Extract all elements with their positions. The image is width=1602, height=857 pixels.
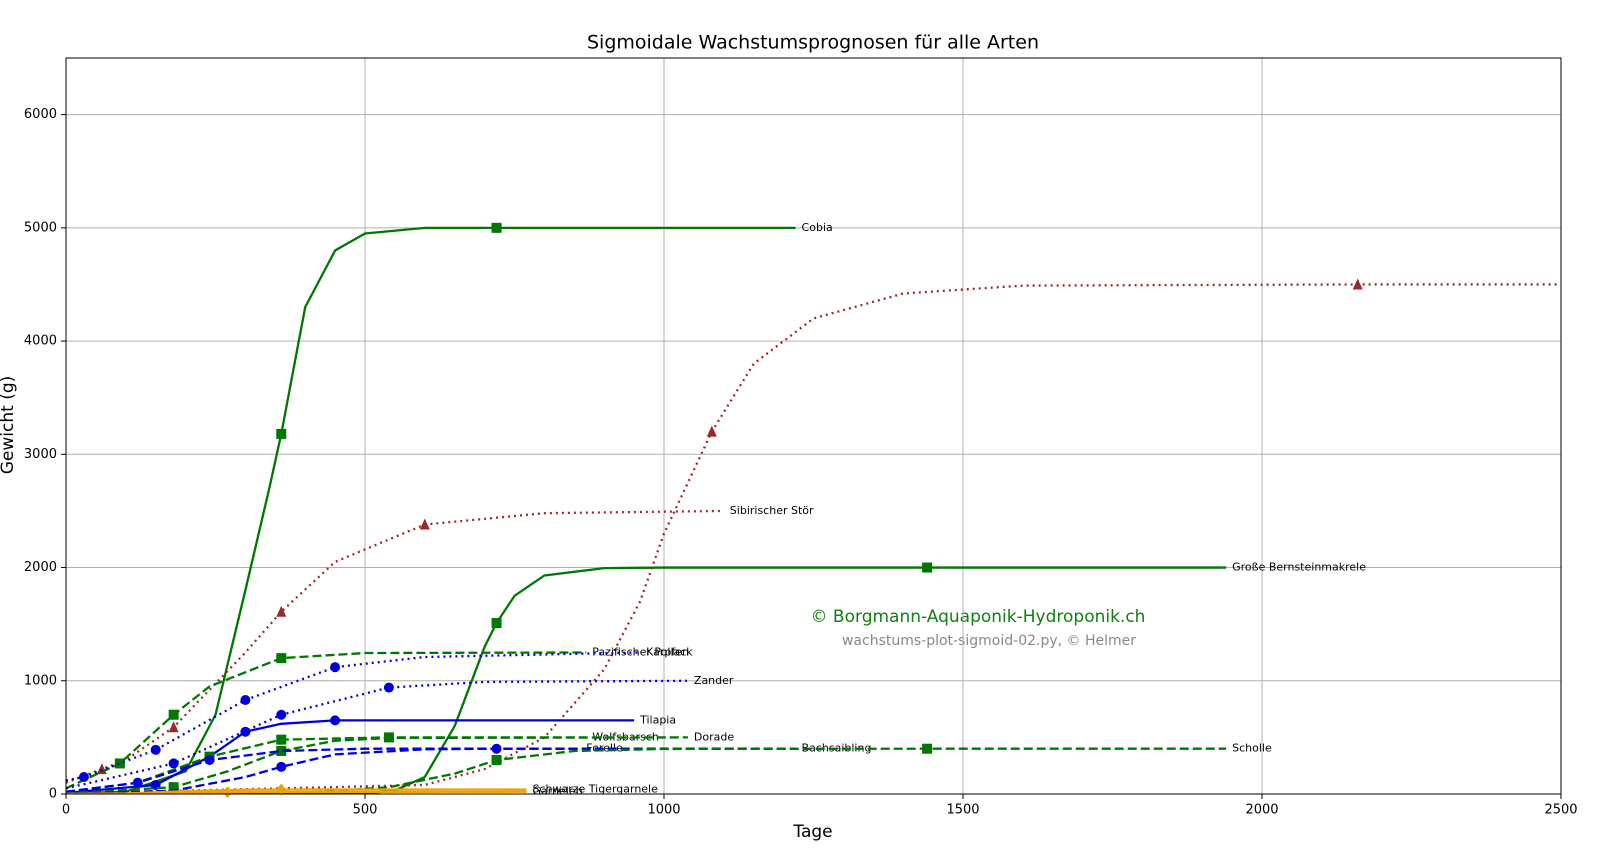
series-line (66, 747, 581, 793)
marker (419, 518, 430, 530)
marker (491, 755, 502, 766)
series-label: Schwarze Tigergarnele (532, 782, 658, 795)
marker (150, 744, 161, 755)
y-tick-label: 1000 (24, 673, 57, 688)
x-tick-label: 1000 (647, 803, 680, 818)
marker (222, 786, 233, 799)
y-axis-label: Gewicht (g) (0, 376, 18, 475)
marker (706, 425, 717, 437)
marker (491, 222, 502, 233)
marker (240, 726, 251, 737)
series-line (66, 226, 796, 794)
marker (383, 682, 394, 693)
marker (276, 428, 287, 439)
y-tick-label: 0 (49, 787, 57, 802)
credit: wachstums-plot-sigmoid-02.py, © Helmer (842, 633, 1136, 649)
series-label: Dorade (694, 730, 734, 743)
x-tick-label: 2500 (1544, 803, 1577, 818)
marker (491, 618, 502, 629)
marker (114, 758, 125, 769)
y-tick-label: 2000 (24, 560, 57, 575)
marker (491, 743, 502, 754)
series-line (66, 736, 587, 793)
marker (168, 758, 179, 769)
marker (276, 734, 287, 745)
series-line (66, 747, 796, 794)
x-tick-label: 2000 (1245, 803, 1278, 818)
series-label: Scholle (1232, 742, 1272, 755)
marker (240, 695, 251, 706)
watermark: © Borgmann-Aquaponik-Hydroponik.ch (811, 607, 1146, 627)
marker (132, 777, 143, 788)
series-label: Cobia (802, 221, 833, 234)
marker (922, 743, 933, 754)
marker (78, 772, 89, 783)
series-label: Garnelen (532, 785, 582, 798)
marker (276, 761, 287, 772)
marker (168, 782, 179, 793)
x-axis-label: Tage (792, 822, 832, 842)
y-tick-label: 6000 (24, 107, 57, 122)
series-label: Tilapia (639, 713, 676, 726)
marker (168, 721, 179, 733)
y-tick-label: 4000 (24, 334, 57, 349)
series-line (66, 679, 688, 790)
series-label: Sibirischer Stör (730, 504, 814, 517)
series-label: Forelle (586, 742, 623, 755)
series-label: Zander (694, 674, 734, 687)
marker (330, 715, 341, 726)
marker (330, 662, 341, 673)
x-tick-label: 1500 (946, 803, 979, 818)
series-label: Karpfen (646, 645, 689, 658)
y-tick-label: 3000 (24, 447, 57, 462)
marker (276, 605, 287, 617)
marker (204, 755, 215, 766)
marker (1352, 278, 1363, 290)
marker (168, 709, 179, 720)
marker (276, 745, 287, 756)
series-line (66, 283, 1561, 794)
x-tick-label: 0 (62, 803, 70, 818)
series-line (66, 651, 641, 782)
x-tick-label: 500 (353, 803, 378, 818)
y-tick-label: 5000 (24, 220, 57, 235)
plot-frame (65, 57, 1562, 795)
marker (922, 562, 933, 573)
marker (276, 709, 287, 720)
series-label: Große Bernsteinmakrele (1232, 561, 1366, 574)
chart-title: Sigmoidale Wachstumsprognosen für alle A… (587, 32, 1039, 54)
series-label: Pazifischer Pollack (592, 645, 693, 658)
marker (276, 653, 287, 664)
